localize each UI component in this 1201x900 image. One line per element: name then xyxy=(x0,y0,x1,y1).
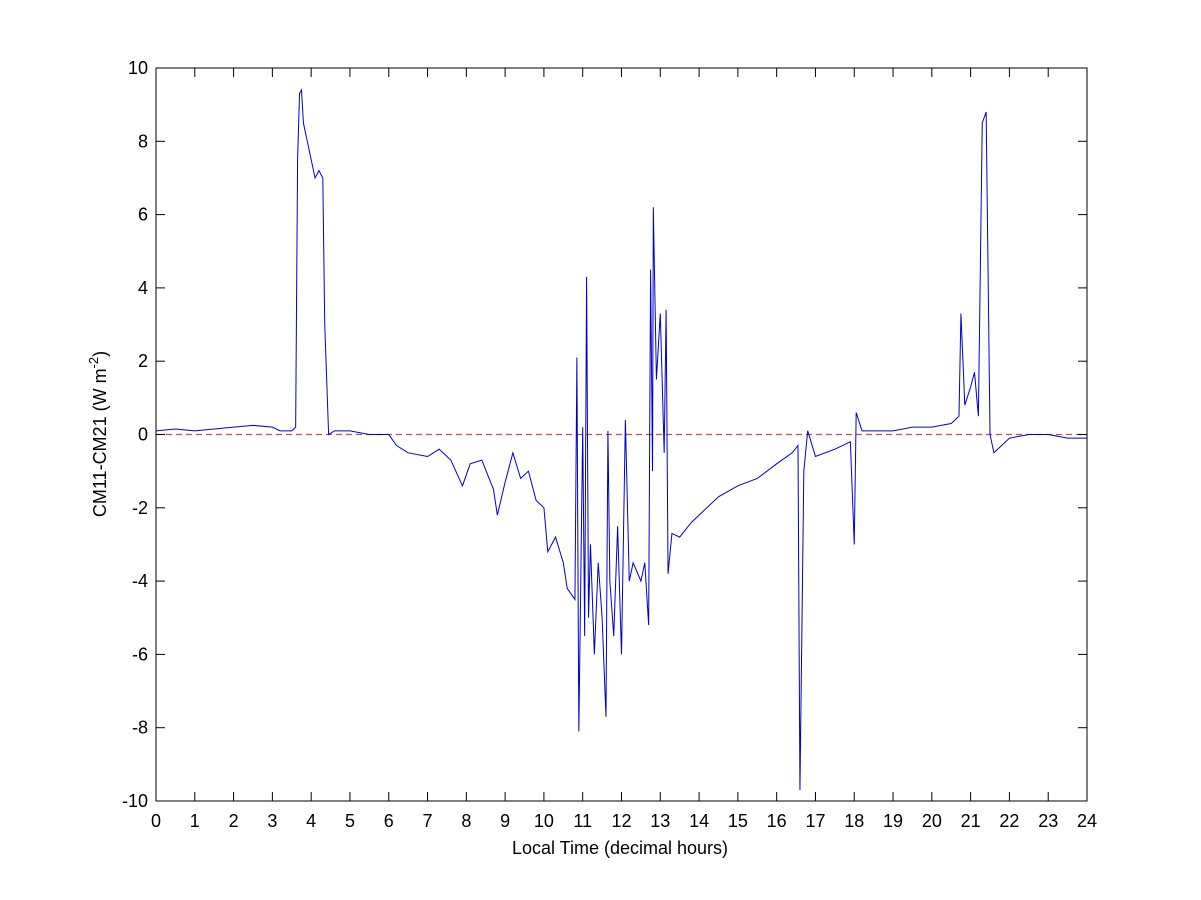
y-tick-label: 4 xyxy=(138,278,148,298)
y-label-sup: -2 xyxy=(86,357,101,369)
x-tick-label: 16 xyxy=(767,811,787,831)
x-tick-label: 7 xyxy=(423,811,433,831)
x-tick-label: 19 xyxy=(883,811,903,831)
y-tick-label: 6 xyxy=(138,205,148,225)
x-tick-label: 2 xyxy=(229,811,239,831)
x-tick-label: 10 xyxy=(534,811,554,831)
x-tick-label: 18 xyxy=(844,811,864,831)
y-tick-label: -2 xyxy=(132,498,148,518)
x-tick-label: 14 xyxy=(689,811,709,831)
x-tick-label: 0 xyxy=(151,811,161,831)
x-tick-label: 8 xyxy=(461,811,471,831)
x-tick-label: 5 xyxy=(345,811,355,831)
x-tick-label: 22 xyxy=(999,811,1019,831)
y-label-end: ) xyxy=(90,351,110,357)
x-axis-label: Local Time (decimal hours) xyxy=(512,838,728,858)
y-tick-label: -4 xyxy=(132,571,148,591)
y-tick-label: 2 xyxy=(138,351,148,371)
x-tick-label: 21 xyxy=(961,811,981,831)
x-tick-label: 1 xyxy=(190,811,200,831)
x-tick-label: 11 xyxy=(573,811,592,831)
x-tick-label: 9 xyxy=(500,811,510,831)
y-tick-label: 10 xyxy=(128,58,148,78)
y-label-main: CM11-CM21 (W m xyxy=(90,368,110,517)
y-tick-label: 8 xyxy=(138,131,148,151)
y-axis-label: CM11-CM21 (W m-2) xyxy=(86,351,110,517)
x-tick-label: 24 xyxy=(1077,811,1097,831)
y-tick-label: 0 xyxy=(138,425,148,445)
data-line xyxy=(155,88,1087,791)
x-tick-label: 23 xyxy=(1038,811,1058,831)
x-tick-label: 15 xyxy=(728,811,748,831)
x-tick-label: 6 xyxy=(384,811,394,831)
x-tick-label: 4 xyxy=(306,811,316,831)
y-tick-label: -8 xyxy=(132,718,148,738)
y-tick-label: -10 xyxy=(122,791,148,811)
y-tick-label: -6 xyxy=(132,644,148,664)
x-tick-label: 17 xyxy=(805,811,825,831)
x-tick-label: 13 xyxy=(650,811,670,831)
x-tick-label: 20 xyxy=(922,811,942,831)
x-tick-label: 3 xyxy=(267,811,277,831)
x-tick-label: 12 xyxy=(611,811,631,831)
